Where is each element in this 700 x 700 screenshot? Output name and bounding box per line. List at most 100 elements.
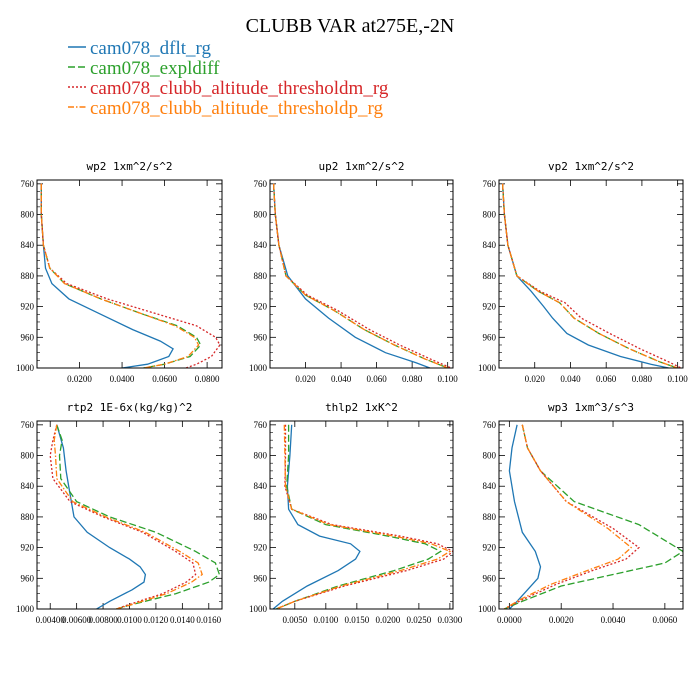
x-tick-label: 0.0300: [438, 615, 463, 625]
y-tick-label: 760: [254, 179, 268, 189]
y-tick-label: 880: [254, 271, 268, 281]
y-tick-label: 1000: [478, 604, 497, 614]
series-line: [40, 183, 200, 368]
y-tick-label: 840: [483, 481, 497, 491]
legend: cam078_dflt_rgcam078_expldiffcam078_club…: [68, 38, 389, 119]
x-tick-label: 0.020: [525, 374, 546, 384]
series-line: [501, 183, 678, 368]
series-line: [272, 183, 431, 368]
x-tick-label: 0.060: [596, 374, 617, 384]
y-tick-label: 920: [483, 543, 497, 553]
y-tick-label: 760: [21, 420, 35, 430]
y-tick-label: 1000: [16, 363, 35, 373]
y-tick-label: 880: [254, 512, 268, 522]
y-tick-label: 1000: [249, 604, 268, 614]
x-tick-label: 0.00600: [62, 615, 92, 625]
x-tick-label: 0.00800: [88, 615, 118, 625]
x-tick-label: 0.060: [366, 374, 387, 384]
x-tick-label: 0.040: [331, 374, 352, 384]
panel-title: vp2 1xm^2/s^2: [548, 160, 634, 173]
x-tick-label: 0.0200: [375, 615, 400, 625]
panel-title: wp2 1xm^2/s^2: [86, 160, 172, 173]
x-tick-label: 0.0100: [313, 615, 338, 625]
y-tick-label: 1000: [478, 363, 497, 373]
legend-entry: cam078_dflt_rg: [68, 38, 212, 59]
series-line: [275, 424, 453, 609]
legend-entry: cam078_clubb_altitude_thresholdm_rg: [68, 78, 389, 99]
series-line: [56, 424, 221, 609]
plot-frame: [36, 420, 223, 610]
series-line: [272, 183, 448, 368]
x-tick-label: 0.0400: [110, 374, 135, 384]
x-tick-label: 0.0160: [196, 615, 221, 625]
y-tick-label: 1000: [16, 604, 35, 614]
plot-frame: [269, 420, 454, 610]
x-tick-label: 0.0200: [67, 374, 92, 384]
figure-title: CLUBB VAR at275E,-2N: [246, 15, 455, 37]
plot-frame: [269, 179, 454, 369]
plot-frame: [498, 179, 684, 369]
y-tick-label: 880: [483, 271, 497, 281]
y-tick-label: 920: [21, 302, 35, 312]
chart-panel: vp2 1xm^2/s^2 760 800 840 880 920 960 1000 0.020…: [478, 160, 688, 384]
x-tick-label: 0.080: [402, 374, 423, 384]
x-tick-label: 0.00400: [36, 615, 66, 625]
x-tick-label: 0.0020: [549, 615, 574, 625]
panel-title: up2 1xm^2/s^2: [318, 160, 404, 173]
y-tick-label: 800: [21, 210, 35, 220]
panel-title: rtp2 1E-6x(kg/kg)^2: [67, 401, 193, 414]
y-tick-label: 760: [483, 420, 497, 430]
y-tick-label: 880: [483, 512, 497, 522]
series-line: [40, 183, 202, 368]
series-line: [40, 183, 221, 368]
y-tick-label: 960: [483, 573, 497, 583]
y-tick-label: 840: [21, 240, 35, 250]
legend-label: cam078_clubb_altitude_thresholdm_rg: [90, 78, 389, 99]
y-tick-label: 960: [254, 332, 268, 342]
y-tick-label: 920: [483, 302, 497, 312]
chart-panel: up2 1xm^2/s^2 760 800 840 880 920 960 1000 0.020…: [249, 160, 458, 384]
plot-frame: [36, 179, 223, 369]
series-line: [501, 183, 682, 368]
x-tick-label: 0.0100: [117, 615, 142, 625]
y-tick-label: 760: [254, 420, 268, 430]
x-tick-label: 0.080: [632, 374, 653, 384]
y-tick-label: 960: [21, 573, 35, 583]
y-tick-label: 800: [483, 451, 497, 461]
legend-label: cam078_expldiff: [90, 58, 220, 79]
panel-title: wp3 1xm^3/s^3: [548, 401, 634, 414]
series-line: [275, 424, 442, 609]
x-tick-label: 0.0050: [282, 615, 307, 625]
y-tick-label: 840: [21, 481, 35, 491]
y-tick-label: 920: [254, 543, 268, 553]
y-tick-label: 760: [483, 179, 497, 189]
x-tick-label: 0.0060: [652, 615, 677, 625]
y-tick-label: 880: [21, 512, 35, 522]
x-tick-label: 0.100: [438, 374, 459, 384]
series-line: [508, 424, 542, 609]
y-tick-label: 960: [21, 332, 35, 342]
panel-title: thlp2 1xK^2: [325, 401, 398, 414]
legend-entry: cam078_clubb_altitude_thresholdp_rg: [68, 98, 384, 119]
x-tick-label: 0.0040: [601, 615, 626, 625]
plot-frame: [498, 420, 684, 610]
chart-panel: wp3 1xm^3/s^3 760 800 840 880 920 960 10000.000…: [478, 401, 684, 625]
y-tick-label: 920: [21, 543, 35, 553]
series-line: [501, 183, 678, 368]
x-tick-label: 0.100: [668, 374, 689, 384]
series-line: [53, 424, 203, 609]
series-line: [503, 424, 633, 609]
y-tick-label: 1000: [249, 363, 268, 373]
chart-panel: thlp2 1xK^2 760 800 840 880 920 960 1000 0.0050 0…: [249, 401, 463, 625]
series-line: [49, 424, 197, 609]
chart-panel: rtp2 1E-6x(kg/kg)^2 760 800 840 880 920 960 100…: [16, 401, 223, 625]
series-line: [503, 424, 640, 609]
x-tick-label: 0.0150: [344, 615, 369, 625]
series-line: [40, 183, 174, 368]
x-tick-label: 0.0800: [195, 374, 220, 384]
legend-label: cam078_clubb_altitude_thresholdp_rg: [90, 98, 384, 119]
y-tick-label: 800: [254, 451, 268, 461]
y-tick-label: 840: [483, 240, 497, 250]
x-tick-label: 0.020: [295, 374, 316, 384]
